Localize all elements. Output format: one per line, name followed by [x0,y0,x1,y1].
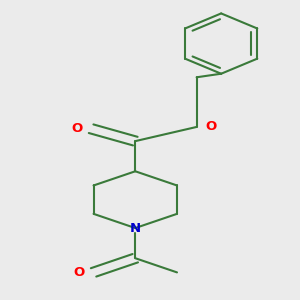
Text: O: O [74,266,85,279]
Text: O: O [71,122,82,135]
Text: O: O [206,120,217,134]
Text: N: N [130,221,141,235]
